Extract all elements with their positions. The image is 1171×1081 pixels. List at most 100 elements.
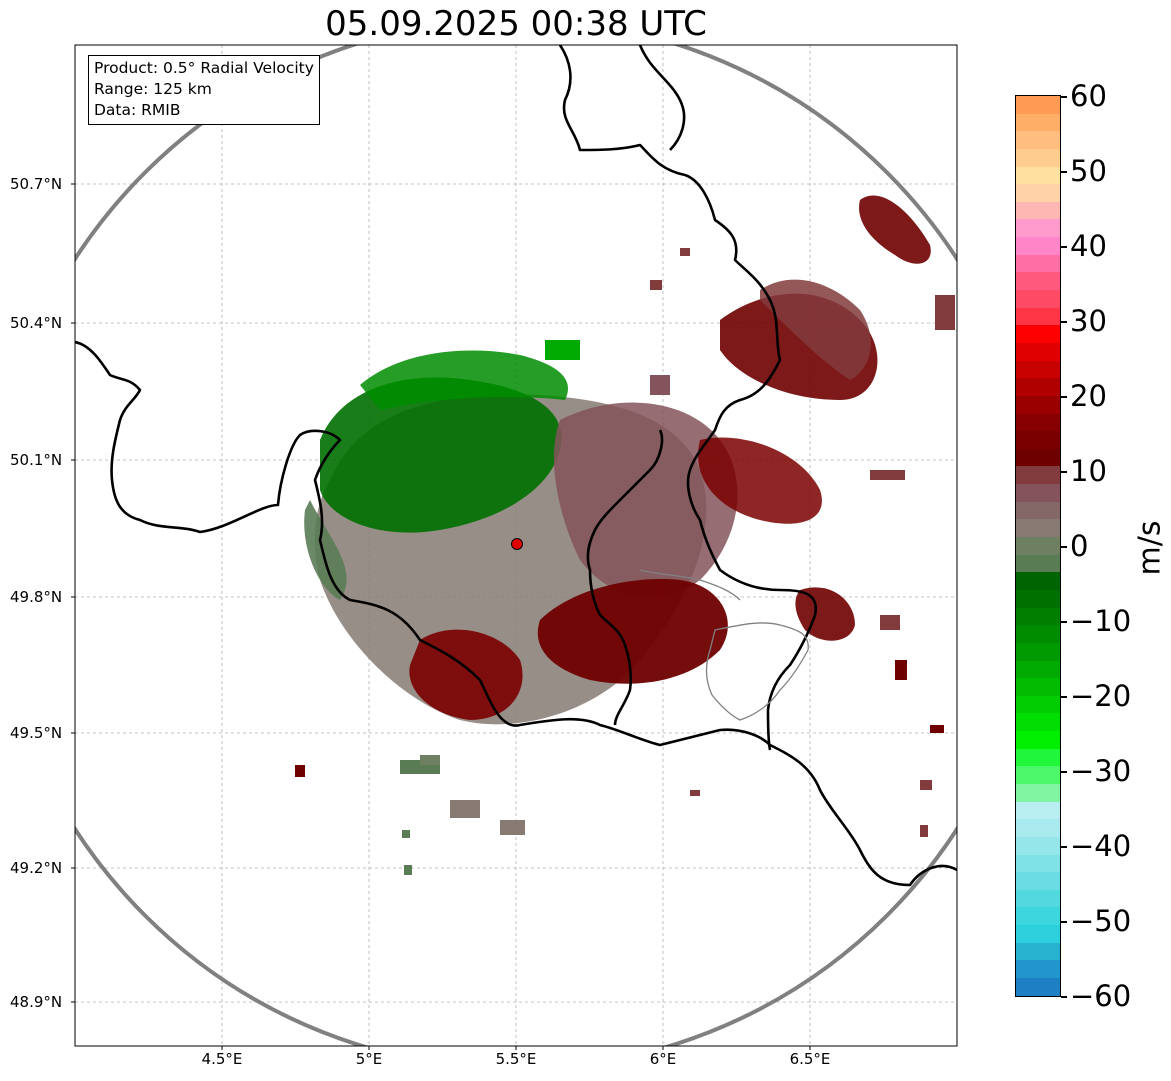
colorbar-segment — [1016, 166, 1060, 185]
colorbar-tick-label: −50 — [1070, 904, 1132, 938]
echo-inbound-green-2 — [360, 350, 568, 410]
colorbar-segment — [1016, 942, 1060, 961]
colorbar-segment — [1016, 466, 1060, 485]
colorbar-segment — [1016, 907, 1060, 926]
colorbar-segment — [1016, 219, 1060, 238]
colorbar-segment — [1016, 360, 1060, 379]
colorbar-segment — [1016, 96, 1060, 114]
colorbar-segment — [1016, 642, 1060, 661]
colorbar-segment — [1016, 395, 1060, 414]
echo-outbound-red-1 — [537, 579, 728, 684]
lat-tick-label: 50.7°N — [10, 175, 63, 193]
colorbar-tick-label: −20 — [1070, 679, 1132, 713]
colorbar-segment — [1016, 713, 1060, 732]
colorbar-segment — [1016, 431, 1060, 449]
echo-outbound-e — [795, 587, 855, 641]
colorbar-segment — [1016, 695, 1060, 714]
colorbar-segment — [1016, 272, 1060, 291]
colorbar-tick — [1061, 321, 1067, 323]
lon-tick-label: 5.5°E — [495, 1050, 537, 1068]
colorbar-segment — [1016, 572, 1060, 590]
colorbar-segment — [1016, 748, 1060, 767]
colorbar-segment — [1016, 501, 1060, 520]
colorbar-tick — [1061, 471, 1067, 473]
colorbar — [1015, 95, 1061, 997]
lon-tick-label: 4.5°E — [201, 1050, 243, 1068]
colorbar-segment — [1016, 307, 1060, 326]
radar-site-marker — [511, 538, 523, 550]
colorbar-segment — [1016, 660, 1060, 679]
colorbar-segment — [1016, 325, 1060, 343]
colorbar-segment — [1016, 801, 1060, 820]
colorbar-tick — [1061, 846, 1067, 848]
colorbar-segment — [1016, 925, 1060, 943]
colorbar-tick — [1061, 546, 1067, 548]
echo-outbound-red-3 — [698, 437, 822, 524]
colorbar-segment — [1016, 783, 1060, 802]
colorbar-segment — [1016, 625, 1060, 643]
lat-tick-label: 50.1°N — [10, 451, 63, 469]
lat-tick-label: 50.4°N — [10, 314, 63, 332]
radar-echoes — [295, 195, 955, 875]
colorbar-segment — [1016, 978, 1060, 996]
colorbar-segment — [1016, 201, 1060, 220]
lat-tick-label: 49.8°N — [10, 588, 63, 606]
echo-outbound-ne-far — [859, 195, 931, 264]
colorbar-segment — [1016, 731, 1060, 749]
lat-tick-label: 49.2°N — [10, 859, 63, 877]
colorbar-tick-label: 40 — [1070, 229, 1107, 263]
map-title: 05.09.2025 00:38 UTC — [325, 4, 707, 44]
lat-tick-label: 49.5°N — [10, 724, 63, 742]
colorbar-tick — [1061, 996, 1067, 998]
echo-outbound-mauve-ne — [760, 279, 871, 380]
colorbar-segment — [1016, 413, 1060, 432]
colorbar-tick-label: 20 — [1070, 379, 1107, 413]
lon-tick-label: 6°E — [649, 1050, 677, 1068]
colorbar-tick — [1061, 246, 1067, 248]
colorbar-tick — [1061, 396, 1067, 398]
colorbar-tick-label: 10 — [1070, 454, 1107, 488]
info-source: Data: RMIB — [94, 101, 181, 119]
colorbar-unit-label: m/s — [1132, 520, 1168, 576]
colorbar-tick — [1061, 696, 1067, 698]
colorbar-segment — [1016, 342, 1060, 361]
colorbar-tick-label: 0 — [1070, 529, 1089, 563]
colorbar-tick — [1061, 921, 1067, 923]
colorbar-segment — [1016, 607, 1060, 626]
colorbar-segment — [1016, 448, 1060, 467]
colorbar-tick-label: 30 — [1070, 304, 1107, 338]
lon-tick-label: 5°E — [355, 1050, 383, 1068]
colorbar-segment — [1016, 184, 1060, 202]
colorbar-segment — [1016, 872, 1060, 890]
colorbar-tick — [1061, 621, 1067, 623]
colorbar-tick — [1061, 171, 1067, 173]
colorbar-segment — [1016, 484, 1060, 502]
colorbar-tick — [1061, 96, 1067, 98]
colorbar-segment — [1016, 836, 1060, 855]
colorbar-segment — [1016, 131, 1060, 149]
info-product: Product: 0.5° Radial Velocity — [94, 59, 314, 77]
lat-tick-label: 48.9°N — [10, 993, 63, 1011]
info-box: Product: 0.5° Radial Velocity Range: 125… — [88, 55, 320, 125]
colorbar-segment — [1016, 537, 1060, 555]
colorbar-segment — [1016, 554, 1060, 573]
colorbar-tick — [1061, 771, 1067, 773]
colorbar-segment — [1016, 113, 1060, 132]
colorbar-tick-label: 50 — [1070, 154, 1107, 188]
echo-outbound-mauve — [553, 402, 738, 598]
colorbar-tick-label: −10 — [1070, 604, 1132, 638]
country-borders — [75, 45, 957, 887]
colorbar-segment — [1016, 960, 1060, 979]
colorbar-tick-label: −40 — [1070, 829, 1132, 863]
colorbar-segment — [1016, 290, 1060, 308]
region-borders — [639, 569, 809, 721]
colorbar-tick-label: −30 — [1070, 754, 1132, 788]
echo-inbound-green — [320, 377, 562, 533]
colorbar-tick-label: −60 — [1070, 979, 1132, 1013]
colorbar-segment — [1016, 766, 1060, 784]
colorbar-segment — [1016, 819, 1060, 837]
lat-ticks — [71, 183, 75, 1003]
colorbar-segment — [1016, 378, 1060, 396]
info-range: Range: 125 km — [94, 80, 212, 98]
